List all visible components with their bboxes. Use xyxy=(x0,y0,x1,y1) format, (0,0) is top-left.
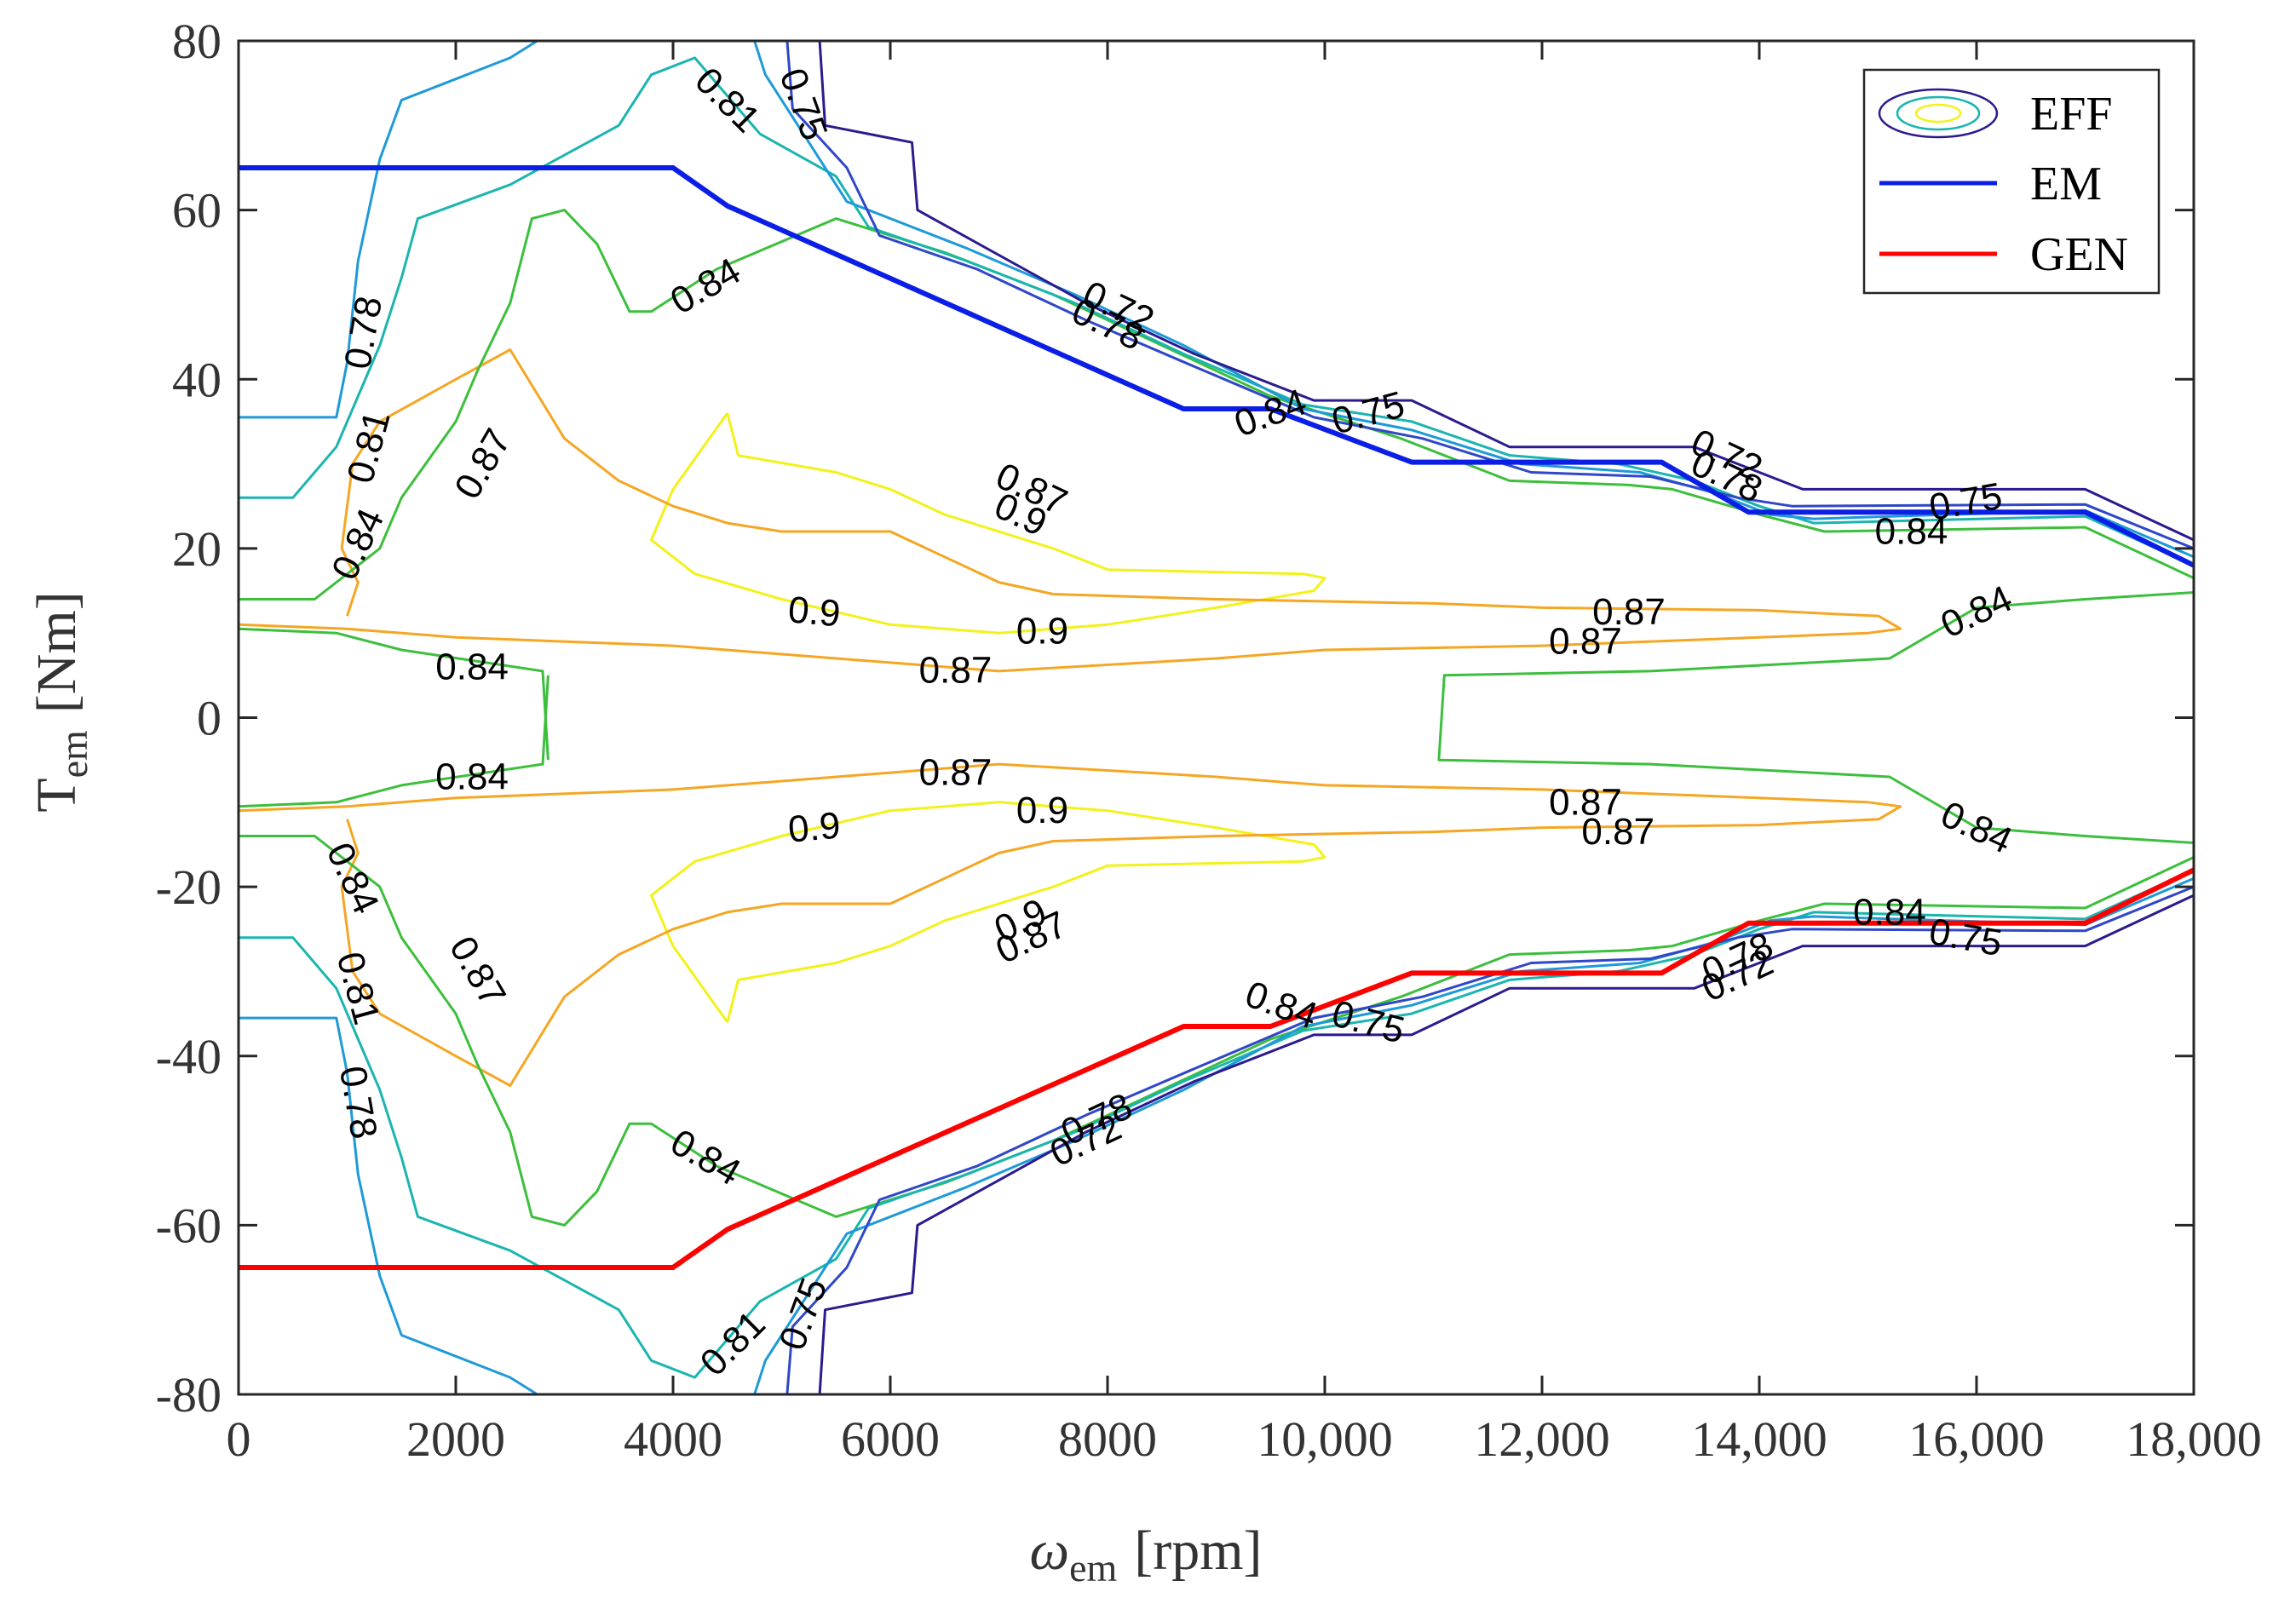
y-tick-label-4: 0 xyxy=(197,691,222,746)
series-line-gen xyxy=(239,867,2195,1270)
operating-limit-lines xyxy=(239,165,2195,1270)
contour-0p75-bottom-16 xyxy=(785,885,2195,1395)
contour-label-3: 0.9 xyxy=(786,805,842,851)
contour-0p9-top-0 xyxy=(650,412,1326,635)
x-axis-subscript: em xyxy=(1069,1546,1117,1589)
contour-0p78-top-11 xyxy=(239,39,538,419)
x-tick-label-0: 0 xyxy=(227,1411,251,1467)
y-axis-unit: [Nm] xyxy=(26,591,88,713)
x-axis-unit: [rpm] xyxy=(1134,1520,1262,1582)
x-tick-label-2: 4000 xyxy=(624,1411,722,1467)
contour-label-16: 0.84 xyxy=(435,646,509,687)
contour-label-10: 0.87 xyxy=(1549,621,1622,663)
y-tick-label-3: 20 xyxy=(172,521,222,577)
y-tick-label-6: -40 xyxy=(156,1029,222,1084)
y-tick-label-8: -80 xyxy=(156,1367,222,1422)
y-tick-label-5: -20 xyxy=(156,859,222,915)
x-tick-label-5: 10,000 xyxy=(1257,1411,1393,1467)
legend-label-eff: EFF xyxy=(2030,88,2113,141)
contour-lines xyxy=(238,39,2195,1396)
contour-label-0: 0.9 xyxy=(786,589,842,635)
x-axis-symbol: ω xyxy=(1029,1520,1069,1582)
contour-0p72-top-17 xyxy=(818,40,2195,542)
x-tick-label-1: 2000 xyxy=(406,1411,505,1467)
x-tick-label-4: 8000 xyxy=(1058,1411,1157,1467)
legend-label-em: EM xyxy=(2030,158,2102,210)
x-tick-label-6: 12,000 xyxy=(1474,1411,1610,1467)
contour-0p75-top-15 xyxy=(785,40,2195,550)
legend-label-gen: GEN xyxy=(2030,228,2128,281)
x-tick-label-7: 14,000 xyxy=(1691,1411,1827,1467)
x-tick-label-8: 16,000 xyxy=(1908,1411,2045,1467)
y-axis-title: Tem [Nm] xyxy=(26,591,95,813)
contour-0p84-bottom-5 xyxy=(238,675,550,808)
contour-0p78-bottom-14 xyxy=(753,876,2195,1395)
x-tick-label-3: 6000 xyxy=(841,1411,940,1467)
y-tick-label-7: -60 xyxy=(156,1198,222,1253)
contour-label-4: 0.9 xyxy=(1016,790,1068,831)
contour-label-15: 0.87 xyxy=(1581,811,1654,853)
contour-label-9: 0.87 xyxy=(1592,591,1666,633)
contour-0p78-top-13 xyxy=(753,40,2195,559)
contour-0p81-bottom-10 xyxy=(239,868,2195,1379)
y-tick-label-2: 40 xyxy=(172,352,222,407)
contour-0p78-bottom-12 xyxy=(239,1016,538,1396)
y-axis-symbol: T xyxy=(26,778,88,812)
contour-0p84-middle-8 xyxy=(1437,591,2195,844)
x-axis-title: ωem [rpm] xyxy=(1029,1520,1262,1589)
contour-0p84-top-6 xyxy=(239,209,2195,601)
contour-label-11: 0.87 xyxy=(919,752,993,794)
contour-label-6: 0.87 xyxy=(919,649,993,691)
contour-0p9-bottom-1 xyxy=(650,801,1326,1023)
axes: 0 2000 4000 6000 8000 10,000 12,000 14,000 16,00… xyxy=(156,14,2262,1467)
contour-0p84-top-4 xyxy=(238,627,550,761)
series-line-em xyxy=(239,165,2195,568)
x-tick-label-9: 18,000 xyxy=(2126,1411,2262,1467)
y-axis-subscript: em xyxy=(52,730,95,778)
contour-label-14: 0.87 xyxy=(1549,781,1622,823)
legend-eff-ring-inner xyxy=(1914,103,1962,124)
legend-eff-icon xyxy=(1878,88,1999,139)
y-tick-label-0: 80 xyxy=(172,14,222,69)
contour-0p87-top-2 xyxy=(238,348,1902,673)
contour-label-27: 0.84 xyxy=(1853,891,1926,933)
contour-label-26: 0.84 xyxy=(1875,511,1948,553)
legend: EFF EM GEN xyxy=(1862,68,2161,295)
contour-0p87-bottom-3 xyxy=(238,762,1902,1087)
contour-0p72-bottom-18 xyxy=(818,894,2195,1395)
y-tick-label-1: 60 xyxy=(172,183,222,239)
contour-0p81-top-9 xyxy=(239,56,2195,567)
contour-0p84-bottom-7 xyxy=(239,835,2195,1227)
legend-eff-ring-middle xyxy=(1896,95,1981,131)
contour-label-17: 0.84 xyxy=(435,756,509,798)
contour-label-1: 0.9 xyxy=(1016,611,1068,652)
legend-eff-ring-outer xyxy=(1878,88,1999,139)
